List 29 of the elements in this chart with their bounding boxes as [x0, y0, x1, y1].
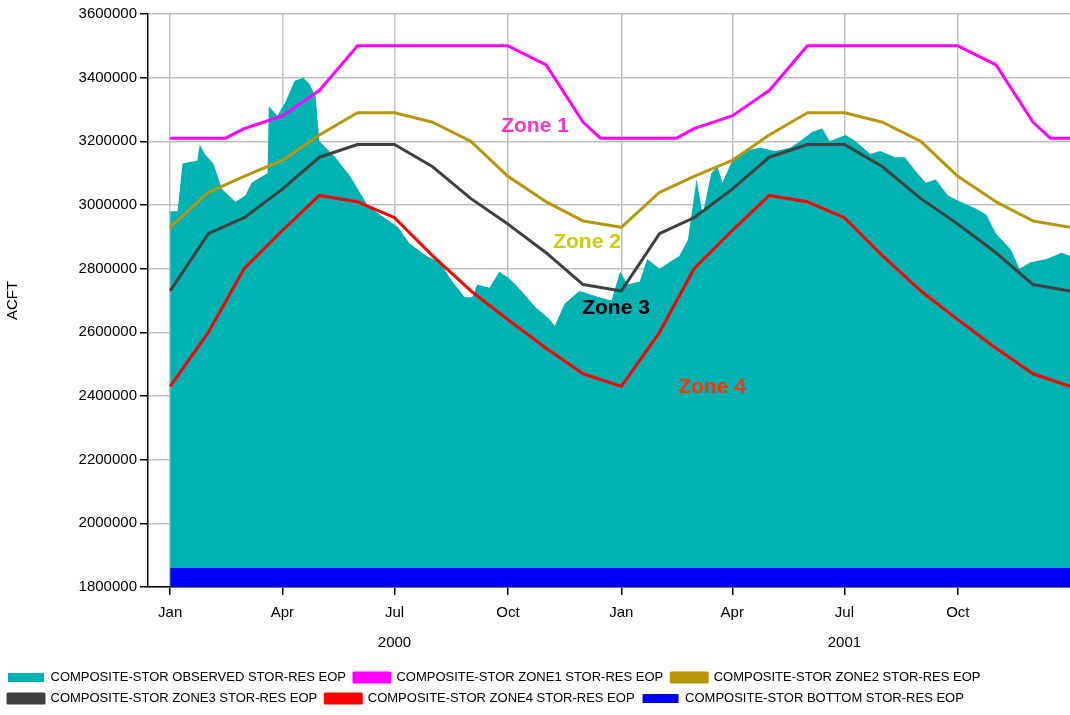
x-tick-label: Oct [946, 603, 971, 621]
y-axis-title: ACFT [3, 280, 21, 321]
y-tick-label: 3200000 [78, 131, 137, 149]
y-tick-label: 1800000 [78, 577, 137, 595]
x-tick-label: Oct [496, 603, 521, 621]
x-tick-label: Jan [158, 603, 183, 621]
y-tick-label: 2200000 [78, 449, 137, 467]
x-tick-label: Apr [270, 603, 295, 621]
annotation: Zone 3 [582, 294, 650, 318]
legend-label: COMPOSITE-STOR ZONE4 STOR-RES EOP [367, 690, 635, 706]
annotation: Zone 2 [553, 228, 621, 252]
y-tick-label: 3000000 [78, 195, 137, 213]
y-tick-label: 2600000 [78, 322, 137, 340]
y-tick-label: 2400000 [78, 386, 137, 404]
y-tick-label: 2800000 [78, 258, 137, 276]
legend-label: COMPOSITE-STOR OBSERVED STOR-RES EOP [50, 669, 346, 685]
annotation: Zone 1 [501, 112, 570, 136]
legend-label: COMPOSITE-STOR ZONE3 STOR-RES EOP [50, 690, 318, 706]
legend-label: COMPOSITE-STOR BOTTOM STOR-RES EOP [685, 690, 964, 706]
x-tick-label: Apr [720, 603, 744, 621]
y-tick-label: 2000000 [78, 513, 137, 531]
y-tick-label: 3600000 [78, 4, 137, 22]
x-tick-label: Jul 2000 [377, 603, 412, 651]
y-tick-label: 3400000 [78, 67, 137, 85]
annotation: Zone 4 [678, 373, 747, 397]
legend-label: COMPOSITE-STOR ZONE1 STOR-RES EOP [396, 669, 664, 685]
x-tick-label: Jan [609, 603, 634, 621]
x-tick-label: Jul 2001 [827, 603, 862, 651]
legend-label: COMPOSITE-STOR ZONE2 STOR-RES EOP [713, 669, 981, 685]
